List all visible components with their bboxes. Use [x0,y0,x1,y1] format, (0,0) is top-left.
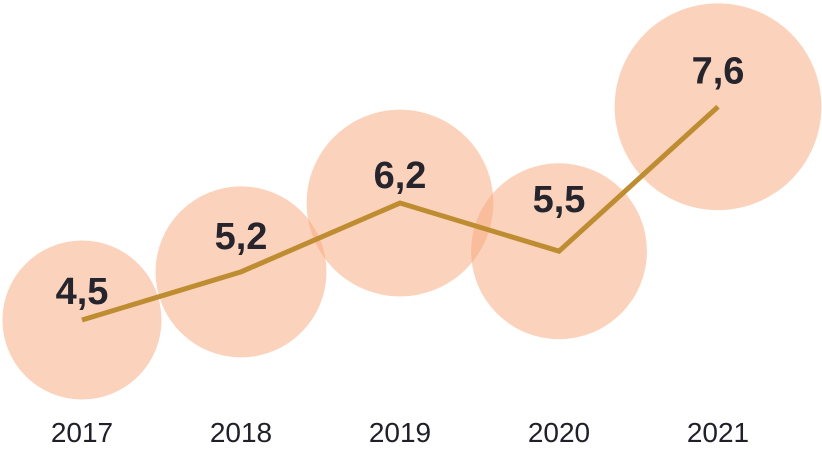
year-label-2017: 2017 [51,417,113,448]
value-label-2021: 7,6 [692,51,745,93]
trend-line [81,104,720,323]
year-label-2018: 2018 [210,417,272,448]
value-label-2019: 6,2 [374,155,427,197]
year-label-2020: 2020 [528,417,590,448]
value-label-2017: 4,5 [56,271,109,313]
value-label-2018: 5,2 [215,216,268,258]
year-label-2021: 2021 [687,417,749,448]
value-label-2020: 5,5 [533,179,586,221]
year-label-2019: 2019 [369,417,431,448]
